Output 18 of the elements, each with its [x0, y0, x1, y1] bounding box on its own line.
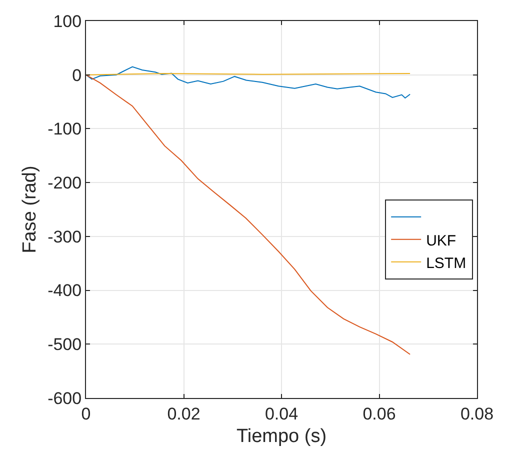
y-tick-label: -500	[48, 335, 82, 354]
y-tick-label: -300	[48, 227, 82, 246]
legend-label: LSTM	[426, 254, 466, 272]
y-tick-label: 0	[72, 66, 82, 85]
y-axis-title: Fase (rad)	[19, 166, 40, 254]
y-tick-label: -200	[48, 174, 82, 193]
line-series	[86, 74, 411, 355]
y-tick-label: -100	[48, 120, 82, 139]
line-series	[86, 66, 411, 99]
x-tick-label: 0.04	[264, 404, 298, 424]
y-tick-label: -400	[48, 281, 82, 300]
y-tick-label: -600	[48, 388, 82, 408]
legend-label: UKF	[426, 232, 456, 250]
x-tick-label: 0.08	[460, 404, 494, 424]
y-tick-label: 100	[53, 12, 82, 31]
x-tick-label: 0.06	[362, 404, 396, 424]
x-axis-title: Tiempo (s)	[236, 426, 327, 448]
x-tick-label: 0.02	[167, 404, 200, 424]
